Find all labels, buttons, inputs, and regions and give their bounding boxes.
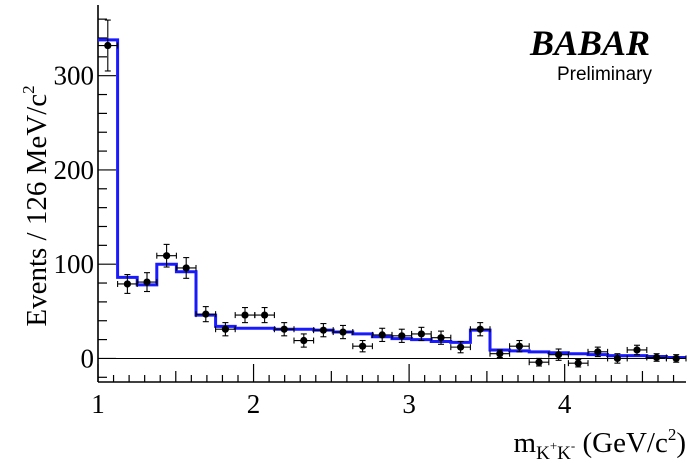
data-point <box>548 348 569 361</box>
data-marker <box>241 311 249 319</box>
y-tick-labels: 0 100 200 300 <box>54 61 95 374</box>
y-tick-label: 100 <box>54 249 95 279</box>
data-point <box>626 344 648 356</box>
data-point <box>430 330 452 345</box>
data-point <box>293 333 315 348</box>
data-point <box>195 306 217 323</box>
x-tick-label: 3 <box>402 389 416 419</box>
x-tick-labels: 1 2 3 4 <box>91 389 572 419</box>
data-point <box>646 353 667 362</box>
x-ticks <box>97 364 675 382</box>
data-marker <box>280 325 288 333</box>
data-marker <box>574 359 582 367</box>
data-point <box>156 243 177 268</box>
data-point <box>332 324 354 340</box>
data-point <box>469 322 491 337</box>
babar-logo: BABAR Preliminary <box>529 23 653 85</box>
x-tick-label: 1 <box>91 389 105 419</box>
data-marker <box>672 354 680 363</box>
data-point <box>97 19 119 72</box>
data-point <box>352 339 373 353</box>
data-marker <box>476 325 484 333</box>
y-tick-label: 300 <box>54 61 95 91</box>
y-tick-label: 0 <box>81 343 95 373</box>
data-point <box>254 306 275 324</box>
data-point <box>489 349 511 359</box>
data-marker <box>300 336 308 345</box>
data-point <box>273 322 295 337</box>
y-axis-title: Events / 126 MeV/c2 <box>19 85 53 326</box>
data-point <box>313 323 334 338</box>
data-marker <box>555 351 563 359</box>
x-axis-title: mK+K- (GeV/c2) <box>514 425 686 464</box>
data-marker <box>594 348 602 356</box>
data-marker <box>163 252 171 260</box>
data-marker <box>398 332 406 340</box>
data-point <box>509 339 530 353</box>
data-marker <box>143 278 151 286</box>
data-marker <box>182 264 190 272</box>
data-marker <box>417 330 425 338</box>
data-marker <box>515 342 524 350</box>
data-marker <box>613 354 622 363</box>
data-marker <box>339 328 347 336</box>
x-tick-label: 2 <box>247 389 261 419</box>
data-point <box>607 353 628 364</box>
data-marker <box>319 326 327 334</box>
data-marker <box>261 311 269 319</box>
data-marker <box>104 41 112 50</box>
data-point <box>175 257 197 279</box>
data-point <box>215 322 236 337</box>
data-marker <box>202 310 210 318</box>
data-marker <box>437 334 445 342</box>
data-point <box>665 354 687 363</box>
y-ticks <box>98 18 116 378</box>
y-tick-label: 200 <box>54 155 95 185</box>
data-marker <box>457 343 465 351</box>
data-marker <box>359 342 367 350</box>
plot-frame <box>97 5 686 383</box>
data-marker <box>496 350 504 358</box>
data-marker <box>633 346 641 354</box>
data-marker <box>535 358 543 366</box>
data-point <box>371 327 393 343</box>
logo-main: BABAR <box>529 23 650 63</box>
data-point <box>234 306 256 324</box>
x-tick-label: 4 <box>558 389 572 419</box>
logo-sub: Preliminary <box>557 64 653 85</box>
data-marker <box>653 353 661 362</box>
data-marker <box>378 331 386 339</box>
data-marker <box>123 280 131 288</box>
data-point <box>528 357 550 367</box>
data-point <box>567 358 589 368</box>
data-points <box>97 19 687 368</box>
data-marker <box>221 325 229 333</box>
data-point <box>391 328 413 343</box>
data-point <box>587 346 609 358</box>
data-point <box>136 272 158 293</box>
fit-line <box>98 38 686 359</box>
data-point <box>450 340 471 354</box>
